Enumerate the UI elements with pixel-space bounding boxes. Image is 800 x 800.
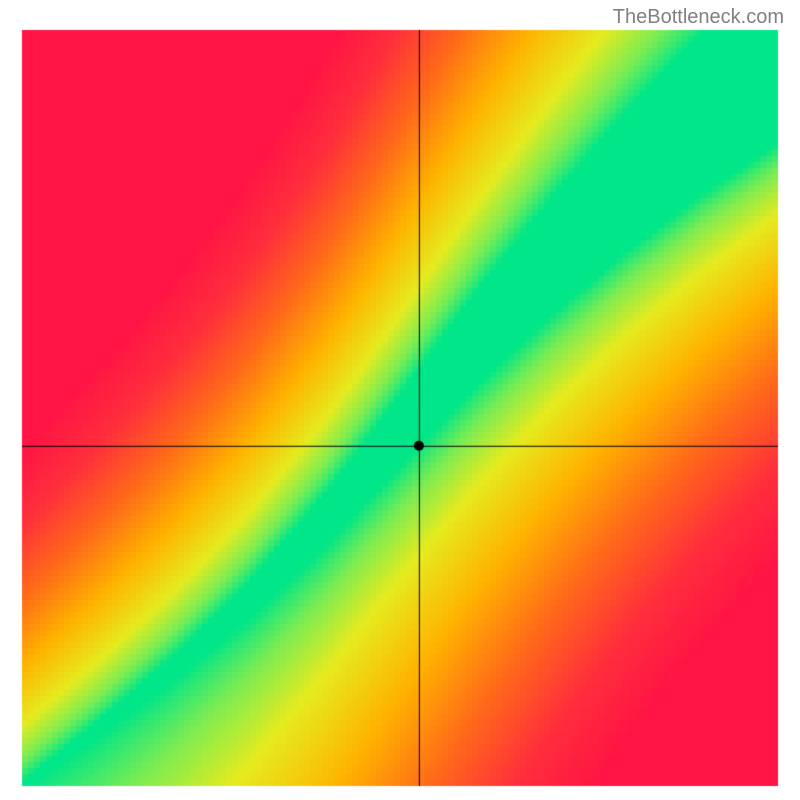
- source-watermark: TheBottleneck.com: [613, 6, 784, 29]
- heatmap-canvas: [0, 0, 800, 800]
- chart-container: TheBottleneck.com: [0, 0, 800, 800]
